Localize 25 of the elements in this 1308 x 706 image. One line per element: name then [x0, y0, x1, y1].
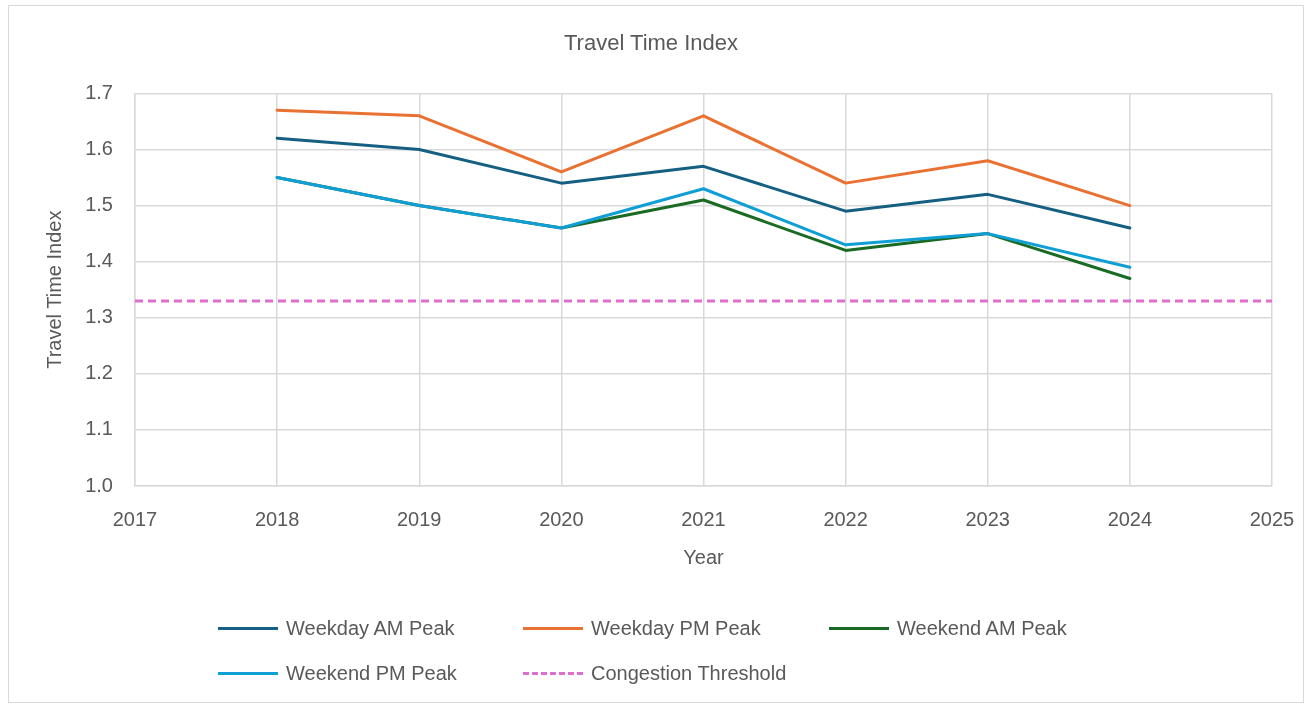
y-tick-label: 1.1 [85, 417, 113, 440]
x-tick-label: 2024 [1107, 507, 1153, 530]
x-tick-label: 2017 [112, 507, 158, 530]
x-tick-label: 2018 [254, 507, 300, 530]
x-tick-label: 2025 [1249, 507, 1295, 530]
x-tick-label: 2020 [539, 507, 584, 530]
y-tick-label: 1.5 [85, 193, 113, 216]
y-tick-label: 1.3 [85, 305, 113, 328]
x-tick-label: 2021 [681, 507, 726, 530]
x-tick-label: 2023 [965, 507, 1010, 530]
x-tick-label: 2022 [823, 507, 868, 530]
x-axis-title: Year [683, 545, 725, 568]
legend-label: Weekend PM Peak [286, 662, 457, 685]
y-tick-label: 1.7 [85, 80, 113, 103]
legend-label: Congestion Threshold [591, 662, 787, 685]
y-tick-label: 1.6 [85, 137, 113, 159]
legend-label: Weekday PM Peak [591, 617, 761, 640]
x-tick-label: 2019 [397, 507, 442, 530]
y-tick-label: 1.2 [85, 361, 113, 384]
y-tick-label: 1.0 [85, 473, 113, 496]
chart-title: Travel Time Index [563, 30, 739, 56]
y-tick-label: 1.4 [85, 249, 113, 272]
y-axis-title: Travel Time Index [42, 210, 65, 369]
legend-label: Weekend AM Peak [897, 617, 1067, 640]
legend-label: Weekday AM Peak [286, 617, 455, 640]
